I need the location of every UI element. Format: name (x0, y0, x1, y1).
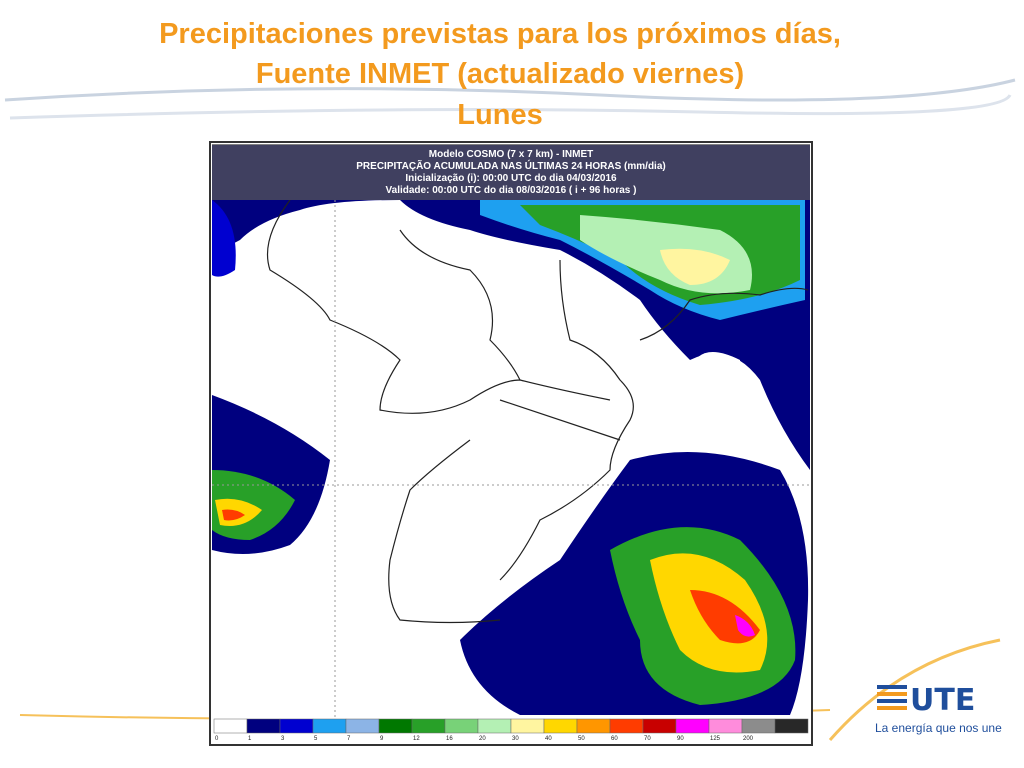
colorbar-label: 1 (248, 736, 252, 742)
colorbar-label: 90 (677, 736, 684, 742)
colorbar-cell (246, 718, 281, 734)
map-header: Inicialização (i): 00:00 UTC do dia 04/0… (405, 173, 617, 184)
title-line: Fuente INMET (actualizado viernes) (256, 58, 744, 90)
colorbar-cell (411, 718, 446, 734)
colorbar-cell (675, 718, 710, 734)
borders (266, 199, 809, 624)
colorbar-label: 50 (578, 736, 585, 742)
colorbar-label: 9 (380, 736, 384, 742)
colorbar-cell (378, 718, 413, 734)
colorbar-cell (774, 718, 809, 734)
logo-name: UTE (910, 683, 975, 718)
colorbar-cell (345, 718, 380, 734)
colorbar-label: 70 (644, 736, 651, 742)
colorbar-cell (708, 718, 743, 734)
colorbar-cell (312, 718, 347, 734)
colorbar-label: 3 (281, 736, 285, 742)
map-header: PRECIPITAÇÃO ACUMULADA NAS ÚLTIMAS 24 HO… (356, 159, 665, 172)
colorbar-cell (477, 718, 512, 734)
logo: UTE La energía que nos une (875, 683, 1002, 735)
colorbar-label: 30 (512, 736, 519, 742)
map-header: Validade: 00:00 UTC do dia 08/03/2016 ( … (386, 185, 637, 196)
colorbar-label: 20 (479, 736, 486, 742)
colorbar-cell (279, 718, 314, 734)
colorbar-cell (741, 718, 776, 734)
title-line: Lunes (457, 99, 542, 131)
colorbar-cell (609, 718, 644, 734)
colorbar-label: 40 (545, 736, 552, 742)
logo-slogan: La energía que nos une (875, 721, 1002, 735)
colorbar-cell (213, 718, 248, 734)
colorbar-label: 5 (314, 736, 318, 742)
colorbar-label: 125 (710, 736, 721, 742)
map-header: Modelo COSMO (7 x 7 km) - INMET (429, 149, 593, 160)
colorbar-label: 200 (743, 736, 754, 742)
colorbar-cell (543, 718, 578, 734)
colorbar-label: 16 (446, 736, 453, 742)
colorbar-label: 60 (611, 736, 618, 742)
colorbar-cell (510, 718, 545, 734)
precipitation (212, 145, 810, 715)
grid-lines (212, 200, 810, 718)
colorbar: 0 1 3 5 7 9 12 16 20 30 40 50 60 70 90 125 200 (213, 718, 809, 742)
colorbar-cell (576, 718, 611, 734)
map-header-band (212, 144, 810, 200)
forecast-map: Modelo COSMO (7 x 7 km) - INMET PRECIPIT… (209, 141, 813, 746)
colorbar-label: 12 (413, 736, 420, 742)
colorbar-label: 7 (347, 736, 351, 742)
colorbar-cell (642, 718, 677, 734)
colorbar-cell (444, 718, 479, 734)
title-line: Precipitaciones previstas para los próxi… (159, 18, 841, 50)
colorbar-label: 0 (215, 736, 219, 742)
